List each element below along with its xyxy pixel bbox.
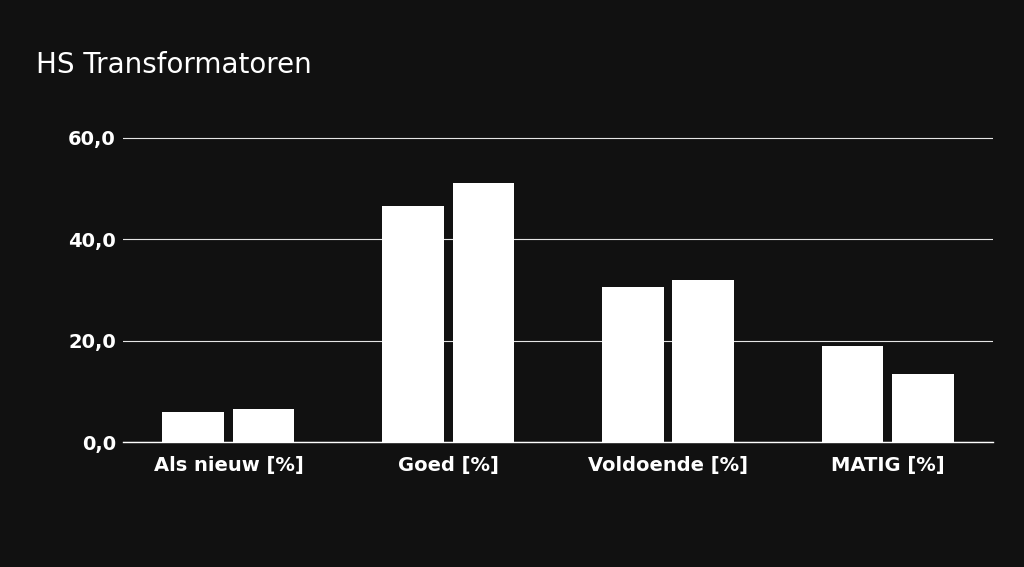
Bar — [602, 287, 664, 442]
Bar — [673, 280, 734, 442]
Text: HS Transformatoren: HS Transformatoren — [36, 51, 311, 79]
Bar — [163, 412, 224, 442]
Bar — [822, 346, 884, 442]
Bar — [453, 183, 514, 442]
Bar — [382, 206, 443, 442]
Bar — [232, 409, 294, 442]
Bar — [892, 374, 953, 442]
